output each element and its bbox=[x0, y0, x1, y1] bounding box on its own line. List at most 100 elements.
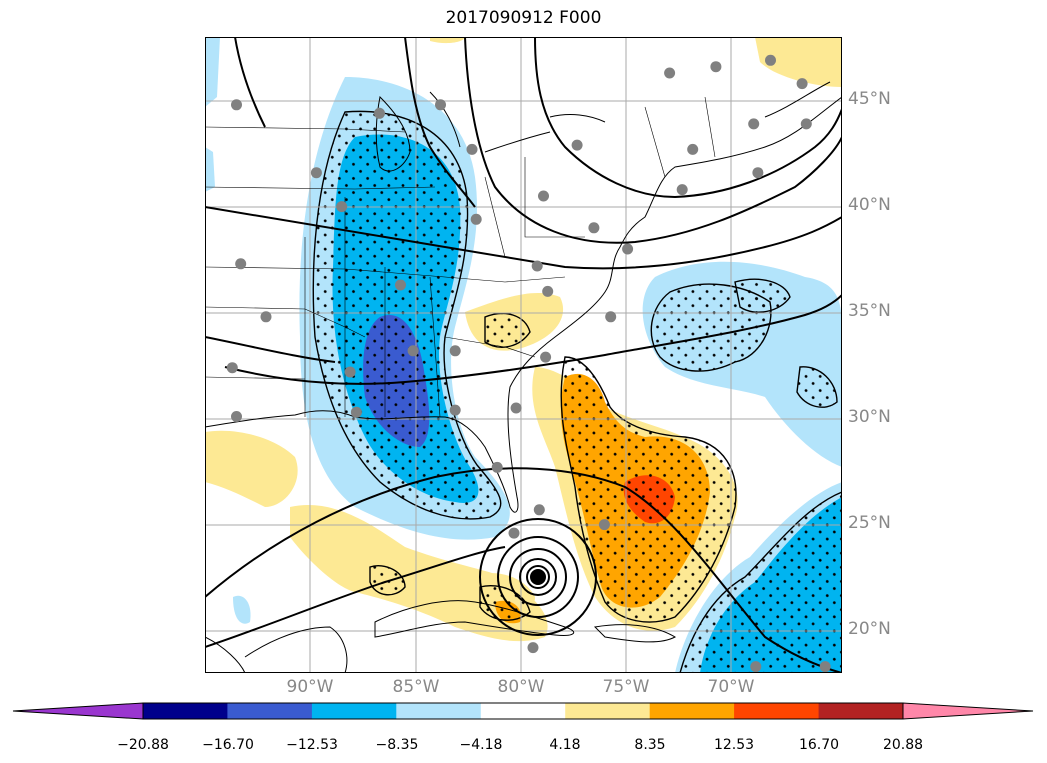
station-marker bbox=[765, 54, 776, 66]
contour-6 bbox=[534, 37, 842, 199]
colorbar-segments bbox=[142, 702, 904, 720]
border-12 bbox=[524, 157, 585, 238]
coast-gulf-atlantic bbox=[205, 96, 842, 513]
station-marker bbox=[231, 99, 242, 111]
contour-3 bbox=[224, 294, 842, 385]
border-11 bbox=[484, 176, 506, 258]
colorbar-tick: −12.53 bbox=[286, 737, 338, 753]
colorbar bbox=[12, 702, 1034, 720]
station-marker bbox=[540, 351, 552, 363]
colorbar-tick: 12.53 bbox=[713, 737, 755, 753]
contour-9 bbox=[234, 37, 266, 128]
colorbar-segment bbox=[818, 703, 904, 719]
station-marker bbox=[508, 527, 520, 539]
border-13 bbox=[644, 106, 666, 178]
hurricane-contours bbox=[479, 518, 597, 636]
station-marker bbox=[796, 78, 808, 90]
hurricane-eye bbox=[530, 569, 546, 585]
colorbar-tick: −20.88 bbox=[117, 737, 169, 753]
colorbar-extend-high bbox=[902, 702, 1034, 720]
station-marker bbox=[748, 118, 760, 130]
station-marker bbox=[336, 201, 348, 213]
colorbar-segment bbox=[649, 703, 735, 719]
stipple-region-carolina bbox=[484, 312, 531, 348]
border-4 bbox=[205, 306, 366, 338]
hurricane-ring-2 bbox=[497, 536, 579, 618]
lat-label-20: 20°N bbox=[848, 619, 891, 639]
stipple-region-atlantic-2 bbox=[734, 278, 791, 313]
station-marker bbox=[466, 143, 478, 155]
station-marker bbox=[510, 402, 522, 414]
station-marker bbox=[538, 190, 549, 202]
station-marker bbox=[819, 661, 831, 673]
station-marker bbox=[260, 311, 272, 323]
border-10 bbox=[444, 336, 536, 358]
coast-yucatan bbox=[244, 626, 348, 673]
station-marker bbox=[531, 260, 543, 272]
colorbar-tick: 16.70 bbox=[798, 737, 840, 753]
hurricane-ring-4 bbox=[519, 558, 557, 596]
station-marker bbox=[676, 184, 688, 196]
colorbar-segment bbox=[565, 703, 651, 719]
contour-2 bbox=[205, 546, 506, 648]
station-marker bbox=[470, 213, 482, 225]
station-marker bbox=[344, 366, 356, 378]
station-marker bbox=[527, 642, 539, 654]
station-marker bbox=[395, 279, 406, 291]
colorbar-tick: 20.88 bbox=[882, 737, 924, 753]
state-borders bbox=[205, 96, 716, 418]
station-marker bbox=[664, 67, 676, 79]
lat-label-35: 35°N bbox=[848, 301, 891, 321]
station-marker bbox=[374, 107, 385, 119]
lon-label-85: 85°W bbox=[392, 677, 440, 697]
map-title: 2017090912 F000 bbox=[445, 8, 602, 28]
contour-4 bbox=[205, 206, 842, 270]
station-marker bbox=[588, 222, 600, 234]
colorbar-tick: −4.18 bbox=[459, 737, 503, 753]
colorbar-segment bbox=[227, 703, 313, 719]
colorbar-segment bbox=[480, 703, 566, 719]
colorbar-extend-low bbox=[12, 702, 144, 720]
station-marker bbox=[533, 504, 545, 516]
lon-label-80: 80°W bbox=[497, 677, 545, 697]
station-marker bbox=[800, 118, 812, 130]
colorbar-tick: −8.35 bbox=[375, 737, 419, 753]
lat-label-40: 40°N bbox=[848, 195, 891, 215]
station-marker bbox=[571, 139, 583, 151]
border-3 bbox=[205, 266, 566, 283]
field-pos-ne bbox=[755, 37, 842, 87]
station-marker bbox=[231, 411, 242, 422]
coast-cuba bbox=[374, 600, 575, 638]
hurricane-ring-3 bbox=[509, 548, 567, 606]
field-neg-small bbox=[233, 595, 251, 624]
field-pos-gulf bbox=[205, 430, 298, 507]
station-marker bbox=[750, 661, 762, 673]
station-marker bbox=[542, 285, 554, 297]
field-pos-top bbox=[430, 37, 465, 44]
pressure-contours bbox=[205, 37, 842, 673]
colorbar-tick: 8.35 bbox=[634, 737, 666, 753]
contour-1 bbox=[205, 467, 842, 673]
station-marker bbox=[622, 243, 634, 255]
lon-label-70: 70°W bbox=[707, 677, 755, 697]
station-marker bbox=[687, 143, 699, 155]
coast-central-america bbox=[205, 636, 246, 673]
coast-hispaniola bbox=[593, 624, 677, 643]
field-neg-edge-w bbox=[205, 147, 215, 192]
station-marker bbox=[350, 406, 362, 418]
station-marker bbox=[226, 362, 238, 374]
coast-lake-ontario bbox=[549, 114, 606, 123]
lon-label-75: 75°W bbox=[602, 677, 650, 697]
station-marker bbox=[449, 345, 461, 357]
station-marker bbox=[491, 461, 503, 473]
coast-lake-erie bbox=[484, 131, 551, 153]
station-marker bbox=[407, 345, 419, 357]
contour-8 bbox=[205, 336, 336, 363]
stipple-region-west bbox=[312, 110, 502, 520]
colorbar-tick: −16.70 bbox=[202, 737, 254, 753]
border-14 bbox=[704, 96, 716, 158]
colorbar-segment bbox=[311, 703, 397, 719]
station-marker bbox=[449, 404, 461, 416]
coast-nova-scotia bbox=[764, 81, 831, 118]
station-marker bbox=[605, 311, 617, 323]
